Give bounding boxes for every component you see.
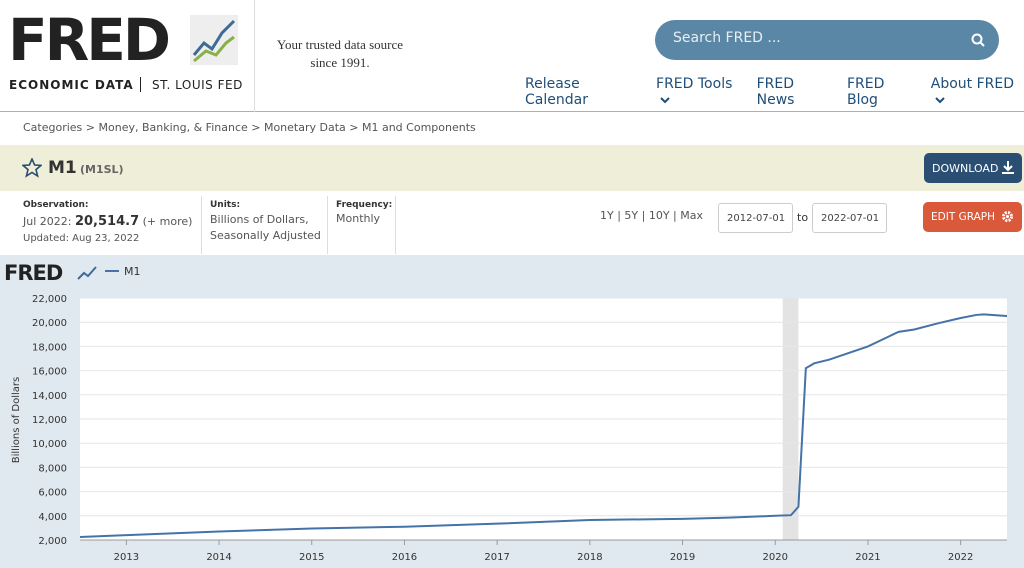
x-tick-label: 2019 — [670, 552, 695, 563]
x-tick-label: 2017 — [484, 552, 509, 563]
x-tick-label: 2013 — [114, 552, 139, 563]
nav-item[interactable]: Release Calendar — [525, 76, 588, 108]
nav-item[interactable]: FRED Blog — [847, 76, 885, 108]
x-tick-label: 2016 — [392, 552, 417, 563]
x-tick-label: 2022 — [948, 552, 973, 563]
series-header: M1 (M1SL) DOWNLOAD — [0, 145, 1024, 191]
observation: Jul 2022: 20,514.7 (+ more) — [23, 214, 192, 229]
legend-label: M1 — [124, 265, 141, 278]
end-date[interactable]: 2022-07-01 — [812, 203, 887, 233]
breadcrumb[interactable]: Categories > Money, Banking, & Finance >… — [23, 121, 476, 134]
nav: Release Calendar FRED Tools FRED News FRED … — [525, 76, 1024, 108]
y-tick-label: 16,000 — [32, 367, 67, 378]
logo-sub: ECONOMIC DATA — [9, 78, 134, 92]
frequency-label: Frequency: — [336, 200, 393, 210]
edit-label: EDIT GRAPH — [931, 211, 995, 223]
y-tick-label: 10,000 — [32, 439, 67, 450]
chevron — [660, 97, 670, 104]
x-tick-label: 2015 — [299, 552, 324, 563]
watermark-icon — [77, 266, 97, 280]
y-tick-label: 12,000 — [32, 415, 67, 426]
y-tick-label: 14,000 — [32, 391, 67, 402]
x-tick-label: 2018 — [577, 552, 602, 563]
nav-item[interactable]: FRED News — [756, 76, 795, 108]
start-date[interactable]: 2012-07-01 — [718, 203, 793, 233]
line-series — [79, 313, 1008, 538]
y-tick-label: 8,000 — [38, 463, 67, 474]
x-tick-label: 2021 — [855, 552, 880, 563]
x-tick-label: 2014 — [206, 552, 231, 563]
x-tick-label: 2020 — [763, 552, 788, 563]
chevron — [935, 97, 945, 104]
download-icon — [1002, 161, 1014, 174]
download-button[interactable]: DOWNLOAD — [924, 153, 1022, 183]
edit-graph-button[interactable]: EDIT GRAPH — [923, 202, 1022, 232]
logo-icon — [190, 15, 238, 65]
logo: FRED — [8, 6, 171, 74]
star-icon[interactable] — [22, 158, 42, 178]
y-tick-label: 20,000 — [32, 318, 67, 329]
nav-item[interactable]: About FRED — [931, 76, 1024, 108]
frequency: Monthly — [336, 212, 381, 225]
logo-org: ST. LOUIS FED — [152, 78, 243, 92]
more-link[interactable]: (+ more) — [142, 215, 193, 228]
observation-value: 20,514.7 — [74, 214, 140, 229]
chart: FRED Billions of Dollars 2,000 4,000 6,000… — [0, 255, 1024, 568]
range-buttons[interactable]: 1Y | 5Y | 10Y | Max — [600, 209, 703, 222]
y-tick-label: 22,000 — [32, 294, 67, 305]
series-title: M1 — [48, 158, 77, 178]
to-label: to — [797, 211, 809, 224]
header: FRED ECONOMIC DATA ST. LOUIS FED Your tr… — [0, 0, 1024, 112]
search-box[interactable]: Search FRED ... — [655, 20, 999, 60]
y-tick-label: 2,000 — [38, 536, 67, 547]
y-tick-label: 6,000 — [38, 488, 67, 499]
y-tick-label: 18,000 — [32, 342, 67, 353]
updated: Updated: Aug 23, 2022 — [23, 233, 140, 244]
divider — [395, 196, 396, 254]
divider — [327, 196, 328, 254]
chart-watermark: FRED — [4, 261, 63, 285]
search-icon[interactable] — [971, 33, 985, 47]
search-placeholder: Search FRED ... — [673, 30, 781, 46]
units: Billions of Dollars, Seasonally Adjusted — [210, 213, 321, 242]
divider — [201, 196, 202, 254]
y-tick-label: 4,000 — [38, 512, 67, 523]
separator — [140, 77, 141, 92]
observation-date: Jul 2022: — [23, 215, 72, 228]
y-axis-label: Billions of Dollars — [11, 377, 22, 463]
download-label: DOWNLOAD — [932, 162, 999, 175]
tagline: Your trusted data source since 1991. — [276, 37, 404, 70]
gear-icon — [1002, 211, 1013, 222]
observation-label: Observation: — [23, 200, 89, 210]
nav-item[interactable]: FRED Tools — [656, 76, 743, 108]
divider — [254, 0, 255, 112]
series-id: (M1SL) — [80, 163, 124, 176]
units-label: Units: — [210, 200, 241, 210]
